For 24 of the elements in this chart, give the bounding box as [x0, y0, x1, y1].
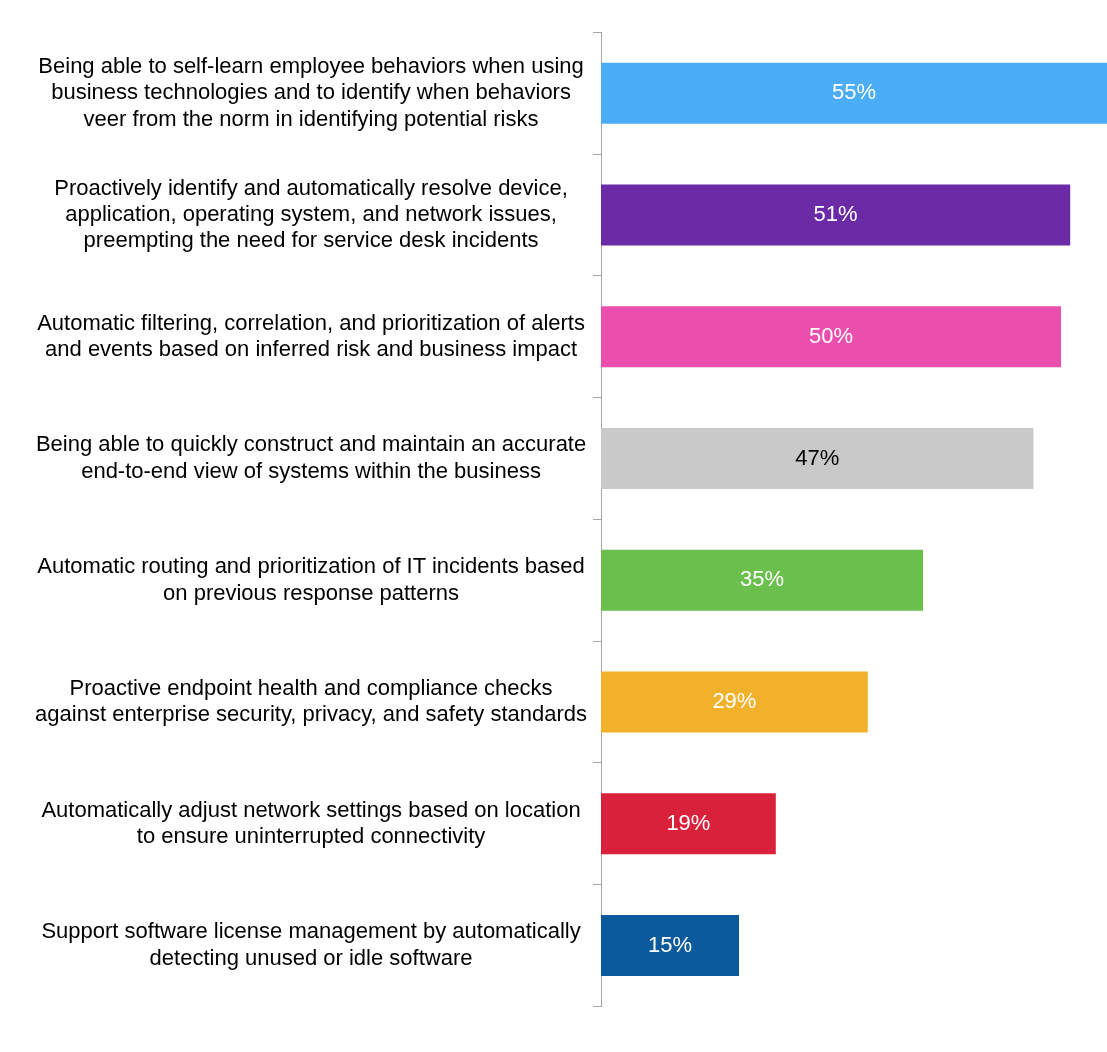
data-label: 29% [712, 688, 757, 714]
bar [601, 793, 776, 855]
bar [601, 671, 868, 733]
bar [601, 184, 1071, 246]
data-label: 51% [813, 201, 858, 227]
data-label: 19% [666, 809, 711, 835]
data-label: 47% [795, 444, 840, 470]
bar [601, 62, 1107, 124]
data-label: 50% [808, 322, 854, 348]
y-tick-label: Being able to quickly construct and maintain an accurate end-to-end view of systems within the business [35, 431, 587, 483]
y-tick-label: Proactive endpoint health and compliance checks against enterprise security, privacy, and safety standards [35, 674, 587, 727]
bar [601, 549, 923, 611]
bar [601, 306, 1061, 368]
y-tick-label: Automatically adjust network settings based on location to ensure uninterrupted connectivity [41, 796, 581, 849]
y-tick-label: Support software license management by automatically detecting unused or idle software [41, 918, 581, 970]
y-tick-label: Being able to self-learn employee behaviors when using business technologies and to identify when behaviors veer from the norm in identifying potential risks [38, 52, 584, 131]
y-tick-label: Automatic routing and prioritization of IT incidents based on previous response patterns [37, 553, 585, 605]
y-tick-label: Proactively identify and automatically resolve device, application, operating system, and network issues, preempting the need for service desk incidents [54, 174, 568, 253]
data-label: 15% [647, 931, 693, 957]
bar [601, 428, 1034, 489]
data-label: 55% [831, 79, 877, 105]
y-tick-label: Automatic filtering, correlation, and prioritization of alerts and events based on inferred risk and business impact [37, 309, 585, 362]
bar [601, 915, 739, 976]
data-label: 35% [739, 566, 785, 592]
